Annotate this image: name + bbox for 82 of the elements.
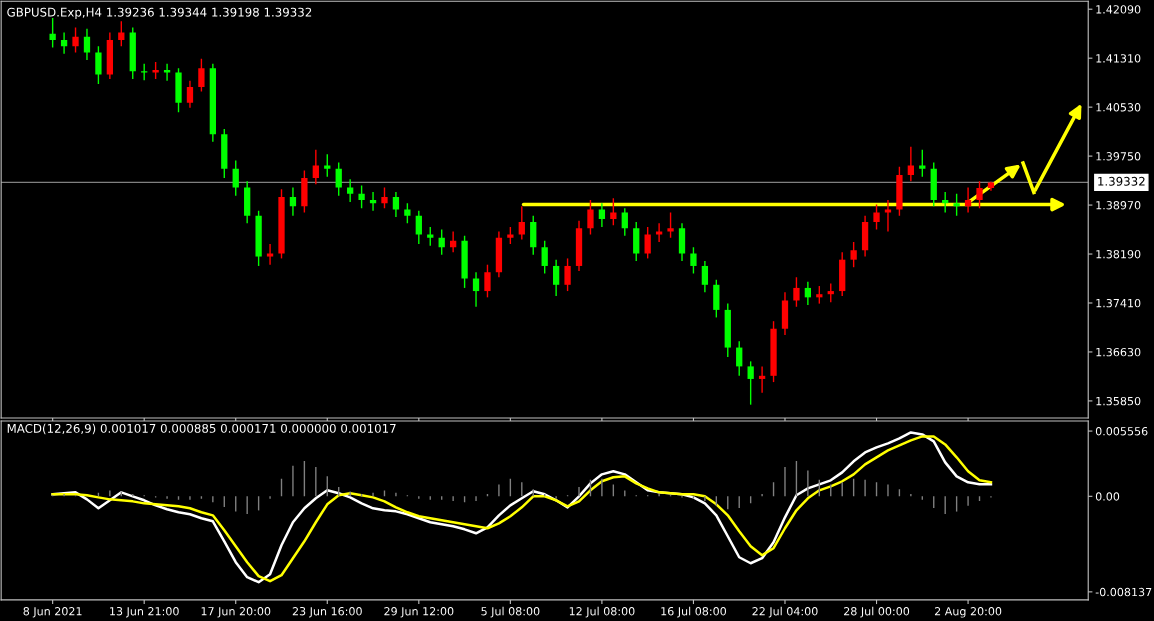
candlestick <box>690 246 697 275</box>
candlestick <box>438 228 445 256</box>
candlestick <box>186 80 194 109</box>
candlestick <box>312 149 319 186</box>
candlestick <box>118 20 125 47</box>
y-tick-label: 1.38190 <box>1096 250 1141 259</box>
x-tick-label: 8 Jun 2021 <box>23 607 82 618</box>
candlestick <box>60 31 68 55</box>
candlestick <box>427 226 434 247</box>
candlestick <box>381 186 388 209</box>
candlestick <box>964 186 972 214</box>
candlestick <box>644 226 651 260</box>
candlestick <box>518 205 525 241</box>
candlestick <box>141 63 148 81</box>
candlestick <box>873 203 880 231</box>
x-tick-label: 17 Jun 20:00 <box>201 607 271 618</box>
candlestick <box>450 230 457 253</box>
candlestick <box>610 197 617 226</box>
candlestick <box>392 191 400 218</box>
x-tick-label: 22 Jul 04:00 <box>752 606 818 618</box>
candlestick <box>266 243 274 266</box>
y-tick-label: 1.38970 <box>1096 201 1141 210</box>
x-tick-label: 23 Jun 16:00 <box>292 607 362 618</box>
candlestick <box>919 149 926 178</box>
candlestick <box>827 282 834 304</box>
candlestick <box>736 340 743 377</box>
y-tick-label: 1.42090 <box>1096 5 1141 14</box>
candlestick <box>49 17 56 49</box>
candlestick <box>484 264 491 299</box>
y-tick-label: 1.40530 <box>1096 103 1141 112</box>
candlestick <box>747 360 754 406</box>
candlestick <box>95 45 102 85</box>
candlestick <box>655 222 663 243</box>
candlestick <box>907 145 915 182</box>
candlestick <box>415 210 422 245</box>
candlestick <box>472 271 480 308</box>
x-tick-label: 28 Jul 00:00 <box>844 606 910 618</box>
y-tick-label: -0.008137 <box>1095 587 1152 597</box>
y-tick-label: 1.41310 <box>1096 54 1141 63</box>
candlestick <box>552 258 560 297</box>
candlestick <box>83 27 91 61</box>
candlestick <box>324 153 331 178</box>
candlestick <box>942 191 949 214</box>
candlestick <box>598 202 606 228</box>
candlestick <box>850 241 857 268</box>
candlestick <box>884 199 892 233</box>
candlestick <box>404 202 411 224</box>
candlestick <box>621 207 628 237</box>
x-tick-label: 12 Jul 08:00 <box>569 606 635 618</box>
text: GBPUSD.Exp,H4 1.39236 1.39344 1.39198 1.39332 <box>7 7 312 19</box>
candlestick <box>358 184 365 209</box>
y-tick-label: 0.005556 <box>1095 427 1148 436</box>
candlestick <box>347 178 354 203</box>
x-tick-label: 5 Jul 08:00 <box>481 606 540 618</box>
candlestick <box>976 180 983 209</box>
candlestick <box>804 280 812 306</box>
candlestick <box>198 58 205 93</box>
candlestick <box>541 240 548 275</box>
y-tick-label: 0.00 <box>1095 492 1120 501</box>
candlestick <box>289 186 297 217</box>
candlestick <box>667 211 674 239</box>
candlestick <box>232 159 239 197</box>
x-tick-label: 13 Jun 21:00 <box>110 607 179 618</box>
candlestick <box>587 199 594 236</box>
x-tick-label: 16 Jul 08:00 <box>661 606 727 618</box>
x-tick-label: 29 Jun 12:00 <box>384 607 454 618</box>
candlestick <box>758 365 766 394</box>
ref-line-label: 1.39332 <box>1098 176 1145 186</box>
y-tick-label: 1.36630 <box>1096 347 1141 357</box>
candlestick <box>369 191 377 212</box>
candlestick <box>564 257 571 292</box>
candlestick <box>701 260 709 294</box>
candlestick <box>953 193 960 217</box>
candlestick <box>72 26 79 54</box>
candlestick <box>163 63 171 82</box>
candlestick <box>335 161 342 197</box>
y-tick-label: 1.35850 <box>1096 396 1141 406</box>
candlestick <box>793 276 800 308</box>
x-tick-label: 2 Aug 20:00 <box>934 607 1002 618</box>
y-tick-label: 1.37410 <box>1096 298 1141 308</box>
y-tick-label: 1.39750 <box>1096 152 1141 161</box>
chart-title: MACD(12,26,9) 0.001017 0.000885 0.000171 0.000000 0.001017 <box>7 423 396 435</box>
